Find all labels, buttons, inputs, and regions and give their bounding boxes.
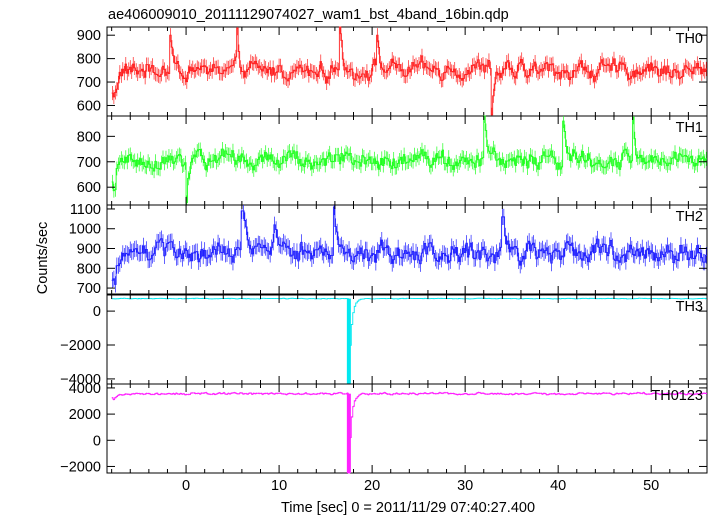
series-th2 xyxy=(111,206,707,285)
panel-label-th0123: TH0123 xyxy=(651,388,703,404)
y-tick-label: 800 xyxy=(77,129,101,145)
series-th1 xyxy=(111,115,707,203)
x-tick-label: 30 xyxy=(457,478,473,494)
panel-label-th0: TH0 xyxy=(676,31,703,47)
x-tick-label: 0 xyxy=(182,478,190,494)
chart-title: ae406009010_20111129074027_wam1_bst_4ban… xyxy=(108,7,509,23)
panel-label-th2: TH2 xyxy=(676,209,703,225)
y-tick-label: 700 xyxy=(77,75,101,91)
series-th3-errorbars xyxy=(112,297,707,384)
x-axis-label: Time [sec] 0 = 2011/11/29 07:40:27.400 xyxy=(281,500,535,516)
x-tick-label: 40 xyxy=(550,478,566,494)
y-tick-label: 2000 xyxy=(69,407,101,423)
y-tick-label: 900 xyxy=(77,242,101,258)
panel-th0: TH0 600 700 800 900 xyxy=(77,26,708,117)
y-tick-label: 600 xyxy=(77,180,101,196)
y-tick-label: 0 xyxy=(93,304,101,320)
series-th0123-errorbars xyxy=(112,391,707,473)
y-tick-label: 600 xyxy=(77,98,101,114)
y-tick-label: 0 xyxy=(93,433,101,449)
y-tick-label: 700 xyxy=(77,155,101,171)
panel-th2: TH2 700 800 900 1000 1100 xyxy=(69,202,708,297)
x-tick-label: 50 xyxy=(643,478,659,494)
series-th0123 xyxy=(111,391,707,474)
y-tick-label: −2000 xyxy=(60,338,101,354)
series-th3 xyxy=(111,297,707,385)
panel-frame xyxy=(106,204,708,295)
y-axis-label: Counts/sec xyxy=(35,222,51,295)
panel-frame xyxy=(106,383,708,474)
panel-th1: TH1 600 700 800 xyxy=(77,115,708,206)
panel-label-th1: TH1 xyxy=(676,120,703,136)
panel-th0123: TH0123 −2000 0 2000 4000 xyxy=(60,381,708,475)
panel-label-th3: TH3 xyxy=(676,299,703,315)
y-tick-label: 1100 xyxy=(70,202,101,218)
series-th0123-dip xyxy=(346,393,351,473)
series-th0 xyxy=(111,26,707,116)
y-tick-label: 800 xyxy=(77,52,101,68)
series-th3-dip xyxy=(346,298,351,384)
x-tick-label: 20 xyxy=(364,478,380,494)
y-tick-label: 700 xyxy=(77,281,101,297)
panel-frame xyxy=(106,294,708,385)
x-tick-label: 10 xyxy=(271,478,287,494)
y-tick-label: −2000 xyxy=(60,459,101,475)
y-tick-label: 900 xyxy=(77,28,101,44)
series-th2-errorbars xyxy=(112,205,707,293)
y-tick-label: 1000 xyxy=(69,222,101,238)
y-tick-label: 4000 xyxy=(69,381,101,397)
y-tick-label: 800 xyxy=(77,261,101,277)
panel-th3: TH3 −4000 −2000 0 xyxy=(60,294,708,388)
y-tick-label: −4000 xyxy=(60,372,101,388)
